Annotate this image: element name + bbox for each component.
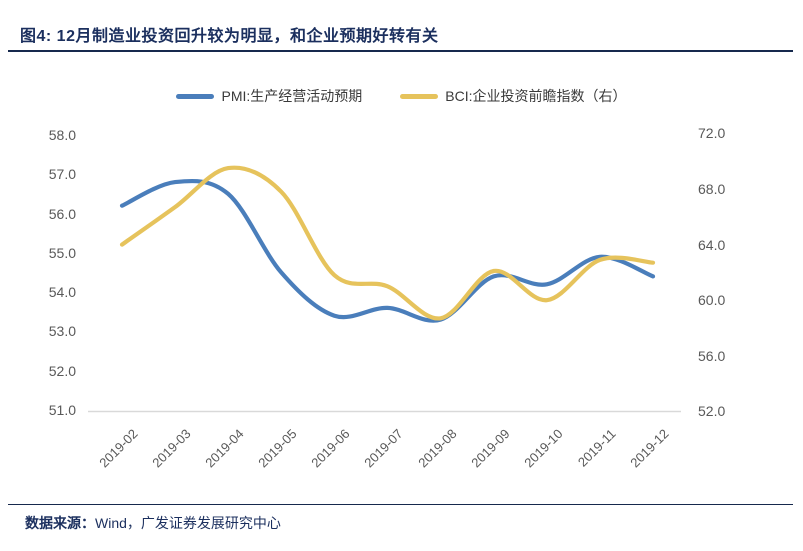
- right-axis-tick: 60.0: [698, 292, 726, 308]
- figure-title: 图4: 12月制造业投资回升较为明显，和企业预期好转有关: [20, 28, 439, 45]
- legend-item-pmi: PMI:生产经营活动预期: [176, 86, 362, 106]
- pmi-series-line: [119, 178, 656, 323]
- right-axis-tick: 72.0: [698, 125, 726, 141]
- left-axis-tick: 54.0: [48, 284, 76, 300]
- left-axis-tick: 56.0: [48, 206, 76, 222]
- footer-divider: [8, 504, 793, 505]
- left-axis-tick: 57.0: [48, 166, 76, 182]
- data-source-text: Wind，广发证券发展研究中心: [95, 515, 281, 531]
- legend-label-bci: BCI:企业投资前瞻指数（右）: [445, 88, 627, 104]
- right-axis-tick: 52.0: [698, 403, 726, 419]
- title-divider: [8, 50, 793, 52]
- left-axis-tick: 53.0: [48, 323, 76, 339]
- bci-series-line: [119, 165, 656, 321]
- chart-legend: PMI:生产经营活动预期 BCI:企业投资前瞻指数（右）: [0, 86, 803, 106]
- right-axis-tick: 68.0: [698, 181, 726, 197]
- left-axis-tick: 51.0: [48, 402, 76, 418]
- right-axis-tick: 64.0: [698, 237, 726, 253]
- legend-label-pmi: PMI:生产经营活动预期: [221, 88, 363, 104]
- data-source-note: 数据来源：Wind，广发证券发展研究中心: [25, 513, 281, 533]
- bci-line-swatch: [400, 93, 439, 99]
- left-axis-tick: 58.0: [48, 127, 76, 143]
- data-source-label: 数据来源：: [25, 515, 95, 531]
- left-axis-tick: 55.0: [48, 245, 76, 261]
- legend-item-bci: BCI:企业投资前瞻指数（右）: [400, 86, 627, 106]
- pmi-line-swatch: [176, 93, 215, 99]
- right-axis-tick: 56.0: [698, 348, 726, 364]
- left-axis-tick: 52.0: [48, 363, 76, 379]
